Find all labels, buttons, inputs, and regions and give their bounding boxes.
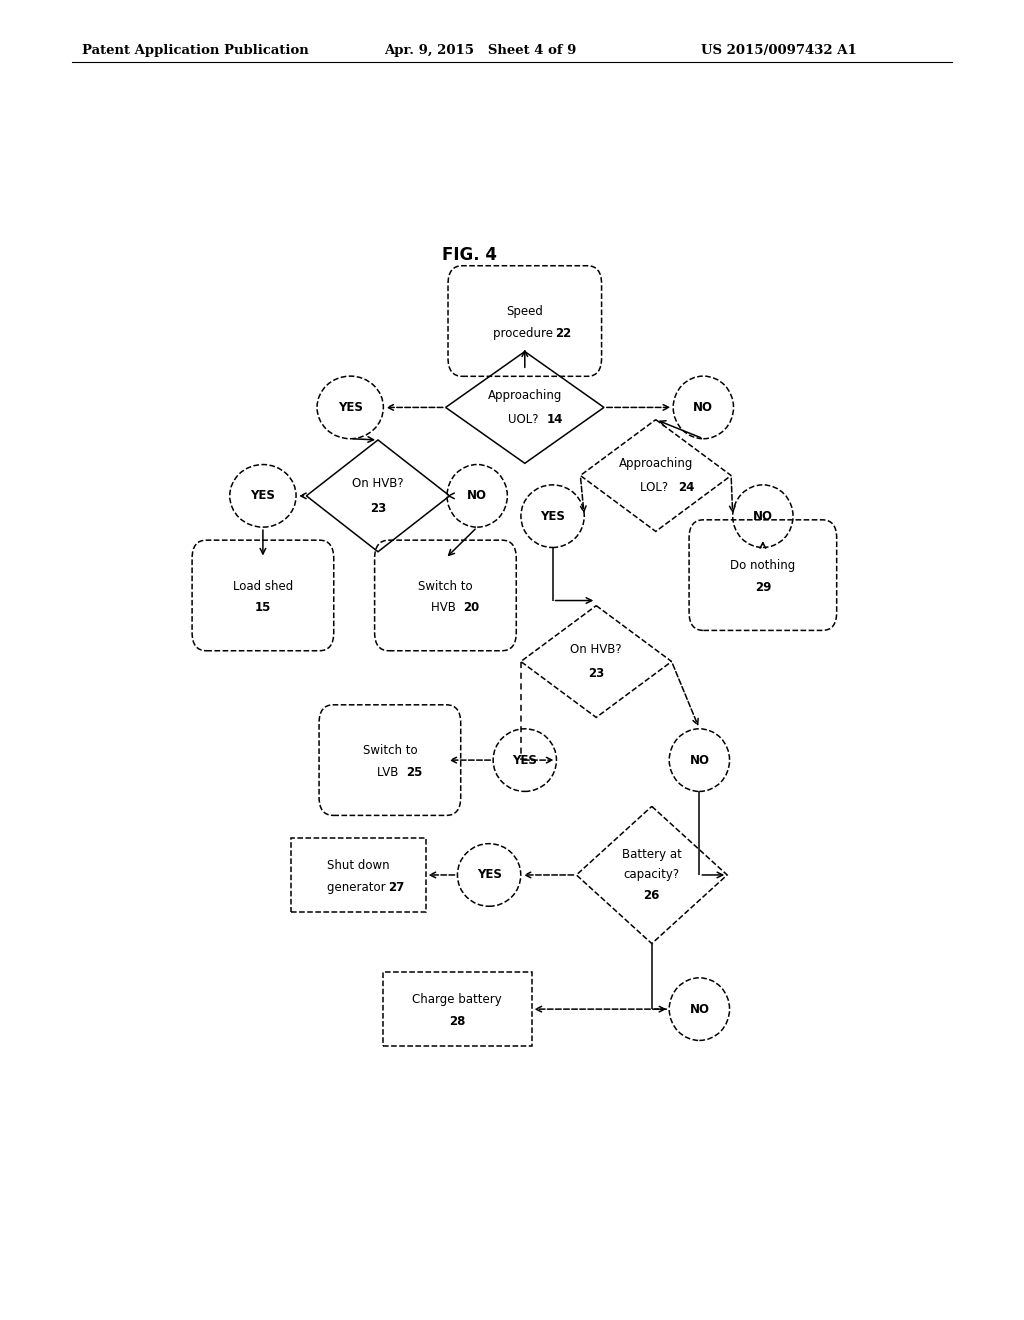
Text: Approaching: Approaching [487,388,562,401]
Text: Speed: Speed [506,305,544,318]
Text: Do nothing: Do nothing [730,560,796,573]
Text: generator: generator [327,880,389,894]
Text: NO: NO [753,510,773,523]
Text: US 2015/0097432 A1: US 2015/0097432 A1 [701,44,857,57]
Text: YES: YES [540,510,565,523]
Text: 29: 29 [755,581,771,594]
Text: 22: 22 [555,327,571,339]
Text: Load shed: Load shed [232,579,293,593]
Text: NO: NO [689,754,710,767]
Text: YES: YES [476,869,502,882]
Text: Switch to: Switch to [362,744,417,758]
Text: Shut down: Shut down [327,859,389,873]
Text: On HVB?: On HVB? [570,643,622,656]
Text: 27: 27 [388,880,404,894]
Text: NO: NO [467,490,487,503]
Text: procedure: procedure [493,327,557,339]
Text: YES: YES [251,490,275,503]
Text: UOL?: UOL? [508,413,542,426]
Text: Patent Application Publication: Patent Application Publication [82,44,308,57]
Text: On HVB?: On HVB? [352,477,403,490]
Text: 15: 15 [255,601,271,614]
Text: 20: 20 [463,601,479,614]
Text: 23: 23 [588,667,604,680]
Text: 26: 26 [644,888,659,902]
Text: YES: YES [512,754,538,767]
Text: 24: 24 [678,482,694,494]
Text: 25: 25 [406,766,422,779]
Text: NO: NO [689,1003,710,1015]
Text: LOL?: LOL? [640,482,672,494]
Text: Charge battery: Charge battery [413,994,502,1006]
Text: 23: 23 [370,502,386,515]
Text: Switch to: Switch to [418,579,473,593]
Text: 14: 14 [547,413,563,426]
Text: 28: 28 [450,1015,466,1028]
Text: NO: NO [693,401,714,414]
Text: Apr. 9, 2015   Sheet 4 of 9: Apr. 9, 2015 Sheet 4 of 9 [384,44,577,57]
Text: capacity?: capacity? [624,869,680,882]
Bar [383,972,531,1047]
Text: Approaching: Approaching [618,457,693,470]
Text: FIG. 4: FIG. 4 [441,246,497,264]
Text: YES: YES [338,401,362,414]
Text: Battery at: Battery at [622,849,682,861]
Bar [291,838,426,912]
Text: HVB: HVB [431,601,460,614]
Text: LVB: LVB [377,766,402,779]
